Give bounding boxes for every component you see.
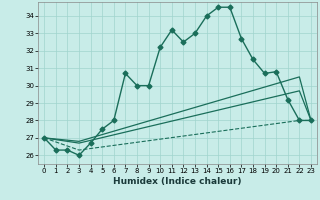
X-axis label: Humidex (Indice chaleur): Humidex (Indice chaleur) — [113, 177, 242, 186]
